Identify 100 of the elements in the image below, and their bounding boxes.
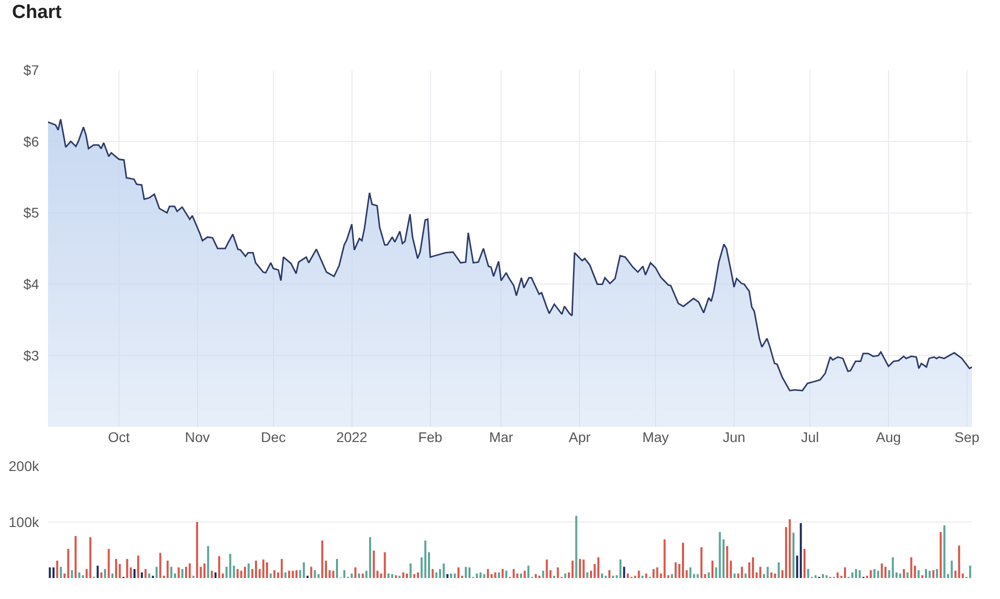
bar <box>60 566 62 578</box>
bar <box>384 552 386 578</box>
bar <box>892 557 894 578</box>
bar <box>244 566 246 578</box>
bar <box>318 574 320 578</box>
bar <box>181 569 184 578</box>
bar <box>89 537 92 578</box>
bar <box>292 570 294 578</box>
bar <box>505 570 508 578</box>
bar <box>586 572 588 578</box>
bar <box>159 552 162 578</box>
bar <box>96 566 99 578</box>
bar <box>435 572 438 578</box>
bar <box>858 570 861 578</box>
bar <box>486 569 489 578</box>
x-tick-label: Nov <box>184 429 210 445</box>
bar <box>104 569 106 578</box>
bar <box>332 570 334 578</box>
bar <box>48 567 51 578</box>
bar <box>873 569 876 578</box>
bar <box>207 546 210 578</box>
bar <box>266 562 268 578</box>
bar <box>476 574 478 578</box>
bar <box>664 539 666 578</box>
bar <box>844 567 846 578</box>
bar <box>214 572 217 578</box>
bar <box>855 569 858 578</box>
bar <box>715 567 718 578</box>
x-tick-label: Mar <box>489 429 514 445</box>
bar <box>638 570 640 578</box>
x-tick-label: Sep <box>954 429 980 445</box>
bar <box>343 570 346 578</box>
bar <box>546 560 548 578</box>
y-tick-label: $5 <box>23 204 40 221</box>
bar <box>556 567 559 578</box>
bar <box>520 574 522 578</box>
bar <box>354 567 356 578</box>
bar <box>918 570 920 578</box>
bar <box>74 536 77 578</box>
bar <box>836 572 839 578</box>
y-tick-label: $3 <box>23 348 40 364</box>
bar <box>899 574 902 578</box>
bar <box>564 574 566 578</box>
bar <box>156 566 158 578</box>
bar <box>70 570 73 578</box>
bar <box>284 572 286 578</box>
y-tick-label: $7 <box>23 62 40 78</box>
bar <box>700 547 702 578</box>
bar <box>958 546 960 578</box>
bar <box>56 560 58 578</box>
bar <box>67 548 70 578</box>
bar <box>196 522 198 578</box>
bar <box>126 558 128 578</box>
bar <box>468 567 471 578</box>
bar <box>369 537 372 578</box>
bar <box>656 567 658 578</box>
bar <box>807 569 810 578</box>
bar <box>502 569 504 578</box>
bar <box>910 557 912 578</box>
bar <box>302 562 305 578</box>
bar <box>254 560 257 578</box>
bar <box>108 548 110 578</box>
bar <box>924 569 927 578</box>
bar <box>902 569 905 578</box>
bar <box>578 558 581 578</box>
bar <box>406 574 408 578</box>
bar <box>402 572 404 578</box>
bar <box>240 570 242 578</box>
bar <box>674 562 677 578</box>
bar <box>137 556 140 578</box>
bar <box>943 525 946 578</box>
bar <box>667 575 670 578</box>
bar <box>597 557 600 578</box>
bar <box>148 574 150 578</box>
bar <box>188 563 191 578</box>
bar <box>134 569 136 578</box>
bar <box>420 557 423 578</box>
bar <box>483 574 486 578</box>
bar <box>516 574 518 578</box>
bar <box>814 575 817 578</box>
bar <box>962 574 964 578</box>
y-tick-label: $4 <box>23 276 40 292</box>
bar <box>512 569 515 578</box>
bar <box>350 574 353 578</box>
bar <box>623 566 626 578</box>
y-tick-label: $6 <box>23 133 40 150</box>
bar <box>82 575 84 578</box>
bar <box>770 572 772 578</box>
x-tick-label: Jun <box>722 429 746 445</box>
bar <box>645 574 648 578</box>
bar <box>670 574 673 578</box>
bar <box>170 566 172 578</box>
bar <box>534 574 537 578</box>
bar <box>788 519 791 578</box>
bar <box>218 556 220 578</box>
bar <box>262 560 264 578</box>
bar <box>413 574 416 578</box>
bar <box>734 574 736 578</box>
bar <box>906 572 909 578</box>
bar <box>778 562 780 578</box>
